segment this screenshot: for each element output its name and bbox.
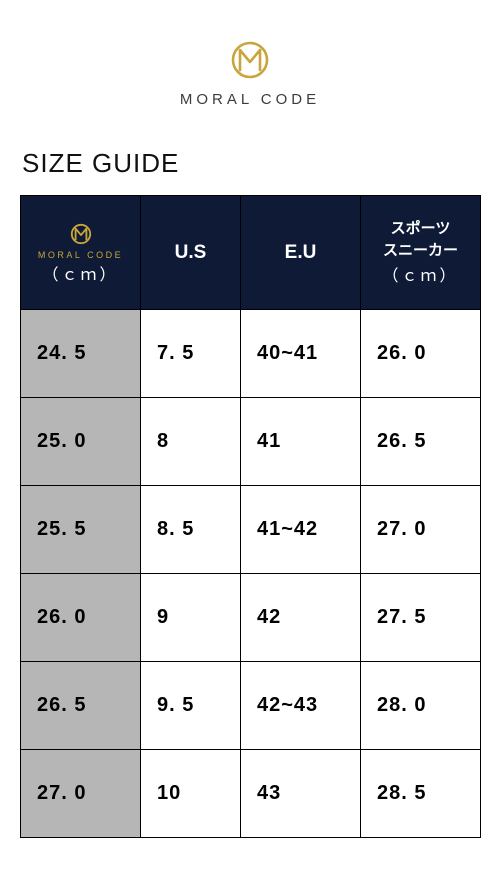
cell-mc: 26. 5 [21,662,141,750]
col-header-sport-line2: スニーカー [383,241,458,261]
cell-mc: 24. 5 [21,310,141,398]
cell-us: 8 [141,398,241,486]
cell-us: 8. 5 [141,486,241,574]
cell-us: 9 [141,574,241,662]
cell-mc: 25. 0 [21,398,141,486]
table-header-row: MORAL CODE （ｃｍ） U.S E.U スポーツ スニーカー （ｃｍ） [21,196,481,310]
size-guide-page: MORAL CODE SIZE GUIDE MORAL CODE [0,0,500,882]
table-row: 27. 0 10 43 28. 5 [21,750,481,838]
cell-mc: 25. 5 [21,486,141,574]
page-title: SIZE GUIDE [0,108,500,189]
cell-sp: 27. 5 [361,574,481,662]
table-row: 25. 0 8 41 26. 5 [21,398,481,486]
table-row: 26. 5 9. 5 42~43 28. 0 [21,662,481,750]
col-header-eu: E.U [241,196,361,310]
cell-sp: 26. 5 [361,398,481,486]
cell-mc: 27. 0 [21,750,141,838]
col-header-sport-line1: スポーツ [391,219,451,239]
cell-eu: 42~43 [241,662,361,750]
col-header-brand-label: MORAL CODE [38,250,123,260]
cell-eu: 41 [241,398,361,486]
cell-us: 9. 5 [141,662,241,750]
table-row: 26. 0 9 42 27. 5 [21,574,481,662]
cell-us: 10 [141,750,241,838]
cell-us: 7. 5 [141,310,241,398]
table-row: 24. 5 7. 5 40~41 26. 0 [21,310,481,398]
col-header-us: U.S [141,196,241,310]
cell-sp: 27. 0 [361,486,481,574]
brand-logo-icon [226,36,274,89]
table-row: 25. 5 8. 5 41~42 27. 0 [21,486,481,574]
col-header-sport: スポーツ スニーカー （ｃｍ） [361,196,481,310]
cell-eu: 43 [241,750,361,838]
col-header-mc-unit: （ｃｍ） [42,261,118,285]
col-header-moralcode: MORAL CODE （ｃｍ） [21,196,141,310]
cell-eu: 42 [241,574,361,662]
cell-eu: 40~41 [241,310,361,398]
cell-eu: 41~42 [241,486,361,574]
size-table: MORAL CODE （ｃｍ） U.S E.U スポーツ スニーカー （ｃｍ） … [20,195,481,838]
col-header-sport-unit: （ｃｍ） [382,262,458,286]
brand-name: MORAL CODE [0,91,500,108]
cell-sp: 28. 5 [361,750,481,838]
brand-block: MORAL CODE [0,0,500,108]
brand-logo-small-icon [68,221,94,247]
cell-sp: 26. 0 [361,310,481,398]
cell-sp: 28. 0 [361,662,481,750]
cell-mc: 26. 0 [21,574,141,662]
